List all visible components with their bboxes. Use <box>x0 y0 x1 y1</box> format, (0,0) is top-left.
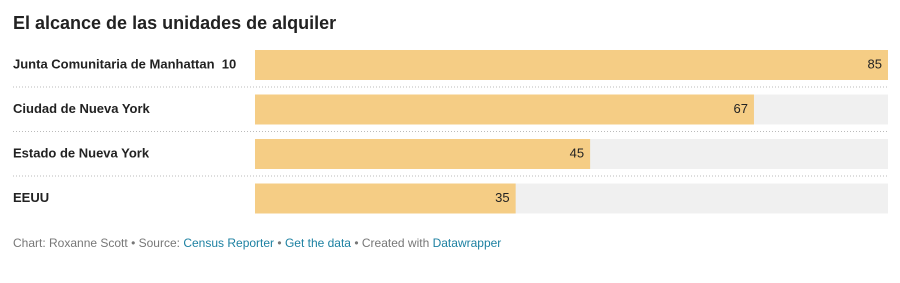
footer: Chart: Roxanne Scott • Source: Census Re… <box>13 236 501 250</box>
category-label: EEUU <box>13 190 49 205</box>
bar <box>255 183 516 214</box>
chart: El alcance de las unidades de alquiler J… <box>13 13 888 214</box>
get-data-link[interactable]: Get the data <box>284 236 351 250</box>
separator: • <box>277 236 282 250</box>
category-label: Ciudad de Nueva York <box>13 101 151 116</box>
source-link[interactable]: Census Reporter <box>183 236 275 250</box>
bar <box>255 94 754 125</box>
value-label: 35 <box>495 190 509 205</box>
value-label: 85 <box>868 56 882 71</box>
chart-title: El alcance de las unidades de alquiler <box>13 13 336 33</box>
category-label: Estado de Nueva York <box>13 145 150 160</box>
separator: • <box>131 236 136 250</box>
bar <box>255 50 888 80</box>
tool-link[interactable]: Datawrapper <box>432 236 502 250</box>
value-label: 67 <box>733 101 747 116</box>
value-label: 45 <box>570 145 584 160</box>
bar <box>255 139 591 169</box>
separator: • <box>354 236 359 250</box>
byline: Chart: Roxanne Scott <box>13 236 128 250</box>
source-label: Source: <box>138 236 180 250</box>
created-with: Created with <box>361 236 430 250</box>
category-label: Junta Comunitaria de Manhattan 10 <box>13 56 236 71</box>
